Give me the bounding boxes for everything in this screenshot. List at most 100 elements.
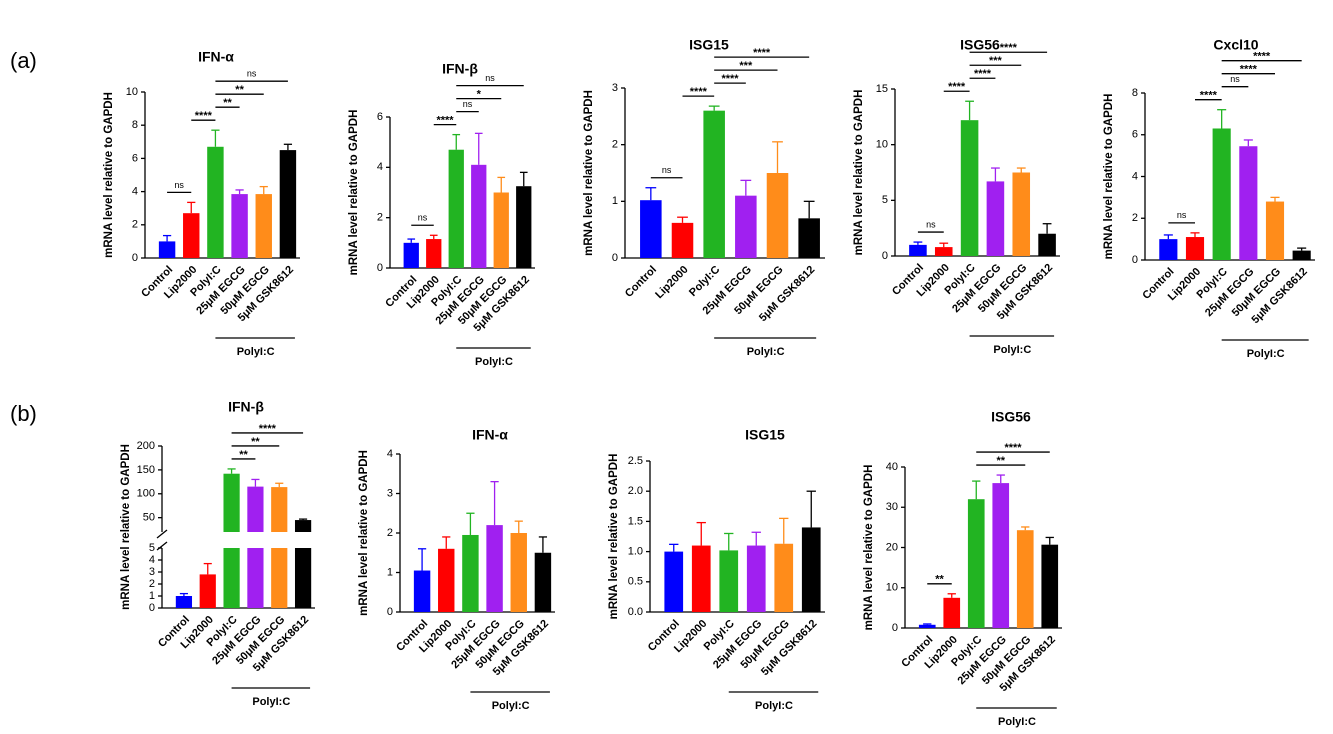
chart-title: ISG15 <box>745 427 785 443</box>
group-label: PolyI:C <box>755 700 793 712</box>
bar <box>1016 530 1034 628</box>
significance-label: * <box>477 89 482 101</box>
y-tick-label: 0 <box>882 250 888 262</box>
bar <box>1292 250 1311 260</box>
bar <box>1041 544 1059 628</box>
y-tick-label: 0.5 <box>628 576 643 588</box>
significance-label: **** <box>753 47 771 59</box>
bar <box>691 545 711 612</box>
y-tick-label: 10 <box>886 582 898 594</box>
group-label: PolyI:C <box>998 716 1036 728</box>
y-tick-label: 1 <box>387 566 393 578</box>
bar <box>223 473 240 532</box>
y-tick-label: 4 <box>132 186 138 198</box>
bar <box>231 194 248 258</box>
bar <box>493 192 509 268</box>
bar <box>1012 172 1031 256</box>
y-tick-label: 10 <box>876 139 888 151</box>
y-tick-label: 1 <box>149 590 155 602</box>
significance-label: ns <box>418 213 428 223</box>
significance-label: **** <box>1000 42 1018 54</box>
bar <box>766 173 789 258</box>
bar <box>967 499 985 628</box>
bar <box>223 548 240 608</box>
y-tick-label: 150 <box>137 464 155 476</box>
y-tick-label: 2.0 <box>628 485 643 497</box>
axis-break <box>156 529 168 539</box>
y-tick-label: 5 <box>882 194 888 206</box>
bar <box>1185 237 1205 260</box>
significance-label: ** <box>223 97 232 109</box>
bar <box>438 548 455 612</box>
bar <box>774 543 794 612</box>
significance-label: ns <box>1177 210 1187 220</box>
bar <box>703 110 725 259</box>
chart-title: Cxcl10 <box>1213 37 1258 53</box>
bar <box>516 186 532 268</box>
bar <box>640 200 662 258</box>
bar <box>1159 239 1178 260</box>
y-tick-label: 8 <box>1132 87 1138 99</box>
bar <box>448 149 464 268</box>
y-tick-label: 2 <box>132 219 138 231</box>
y-tick-label: 3 <box>149 566 155 578</box>
significance-label: ** <box>996 455 1005 467</box>
significance-label: ** <box>251 436 260 448</box>
significance-label: ** <box>239 449 248 461</box>
x-tick-label: 5μM GSK8612 <box>757 264 817 324</box>
y-tick-label: 0 <box>1132 254 1138 266</box>
y-axis-label: mRNA level relative to GAPDH <box>120 444 132 610</box>
y-tick-label: 15 <box>876 83 888 95</box>
y-tick-label: 0.0 <box>628 606 643 618</box>
bar <box>199 574 216 608</box>
bar <box>1038 233 1056 256</box>
y-tick-label: 0 <box>892 622 898 634</box>
bar <box>918 624 936 628</box>
significance-label: **** <box>195 110 213 122</box>
significance-label: ** <box>935 574 944 586</box>
group-label: PolyI:C <box>1247 348 1285 360</box>
bar <box>960 120 979 256</box>
y-axis-label: mRNA level relative to GAPDH <box>1103 94 1115 260</box>
significance-label: ns <box>485 73 495 83</box>
y-tick-label: 6 <box>132 152 138 164</box>
y-tick-label: 0 <box>387 606 393 618</box>
y-axis-label: mRNA level relative to GAPDH <box>608 454 620 620</box>
y-tick-label: 2 <box>387 527 393 539</box>
group-label: PolyI:C <box>237 346 275 358</box>
y-tick-label: 50 <box>143 512 155 524</box>
y-tick-label: 4 <box>1132 170 1138 182</box>
y-tick-label: 0 <box>377 262 383 274</box>
bar <box>413 570 431 612</box>
bar <box>183 213 200 258</box>
significance-label: **** <box>436 115 454 127</box>
y-tick-label: 1.0 <box>628 546 643 558</box>
bar <box>158 241 176 258</box>
bar <box>279 150 297 258</box>
bar <box>986 181 1005 256</box>
significance-label: ns <box>247 69 257 79</box>
significance-label: ns <box>662 165 672 175</box>
bar <box>943 597 961 628</box>
chart-title: ISG56 <box>960 37 1000 53</box>
y-tick-label: 3 <box>612 82 618 94</box>
y-axis-label: mRNA level relative to GAPDH <box>863 465 875 631</box>
chart-title: ISG15 <box>689 37 729 53</box>
x-tick-label: Lip2000 <box>653 264 690 301</box>
y-tick-label: 2 <box>1132 212 1138 224</box>
y-tick-label: 4 <box>387 448 393 460</box>
bar <box>247 548 264 608</box>
significance-label: *** <box>739 60 753 72</box>
group-label: PolyI:C <box>993 344 1031 356</box>
chart-title: IFN-α <box>472 427 508 443</box>
panel-label: (a) <box>10 48 37 73</box>
y-tick-label: 2 <box>377 212 383 224</box>
y-axis-label: mRNA level relative to GAPDH <box>103 92 115 258</box>
significance-label: ns <box>926 219 936 229</box>
significance-label: ** <box>235 84 244 96</box>
axis-break <box>156 541 168 551</box>
bar <box>294 520 312 532</box>
bar <box>175 596 193 608</box>
significance-label: ns <box>463 99 473 109</box>
y-tick-label: 0 <box>149 602 155 614</box>
